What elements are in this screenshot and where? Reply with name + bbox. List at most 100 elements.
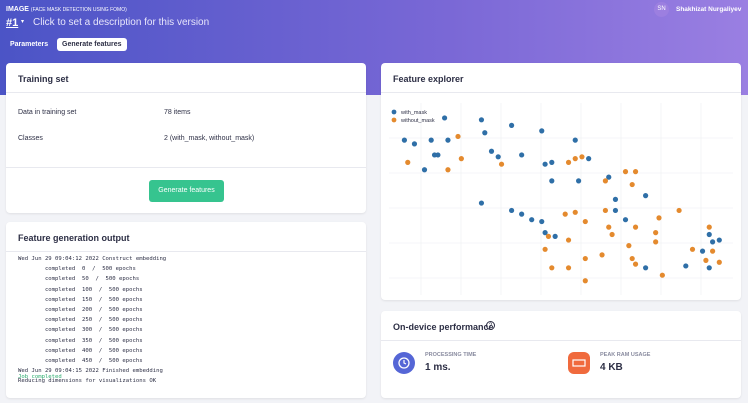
point [632,224,639,230]
row-label: Classes [18,135,43,142]
point [629,255,635,262]
separator [6,167,366,168]
training-card: Training set Data in training set 78 ite… [6,63,366,213]
point [549,178,555,184]
log-line: completed 0 / 500 epochs [18,266,136,273]
point [622,217,629,223]
row-label: Data in training set [18,109,77,116]
point [572,209,578,215]
log-line: completed 150 / 500 epochs [18,296,143,303]
log-line: completed 400 / 500 epochs [18,347,143,354]
point [653,230,659,236]
point [706,231,712,238]
grid [389,103,733,295]
point [495,154,501,160]
version[interactable]: #1 [6,17,19,29]
point [562,211,568,217]
performance-card: On-device performance ? PROCESSING TIME … [381,311,741,398]
point [478,200,485,206]
point [442,115,448,121]
output-card: Feature generation output Wed Jun 29 09:… [6,222,366,398]
point [428,137,434,143]
caret: ▾ [21,19,25,25]
legend-swatch [391,109,397,115]
log-line: completed 300 / 500 epochs [18,327,143,334]
point [498,161,505,167]
separator [381,92,741,93]
point [689,246,696,252]
point [706,224,712,230]
explorer-card: Feature explorer with_mask without_mask [381,63,741,300]
point [549,159,555,165]
point [545,233,552,239]
point [643,265,649,271]
metric-label: PROCESSING TIME [425,352,477,358]
point [576,178,582,184]
point [716,237,722,243]
legend-swatch [391,117,397,123]
log-line: completed 250 / 500 epochs [18,317,143,324]
point [435,152,441,158]
avatar[interactable]: SN [654,2,669,17]
point [445,167,451,173]
point [572,156,578,162]
log-status: Job completed [18,374,62,380]
point [572,137,578,143]
description[interactable]: Click to set a description for this vers… [33,17,210,28]
point [565,237,572,243]
point [509,207,515,214]
point [488,148,495,154]
point [542,230,548,236]
log-line: Wed Jun 29 09:04:15 2022 Finished embedd… [18,368,163,375]
point [542,246,548,252]
point [659,272,665,278]
point [411,141,418,147]
separator [6,251,366,252]
point [445,137,451,143]
log-line: completed 50 / 500 epochs [18,276,140,283]
point [653,239,659,245]
point [529,217,535,223]
point [683,263,689,269]
point [609,231,615,238]
tab-active[interactable]: Generate features [57,38,127,51]
help-icon[interactable]: ? [486,321,495,330]
separator [381,340,741,341]
project-note: (FACE MASK DETECTION USING FOMO) [30,7,127,13]
point [612,196,619,202]
point [706,265,712,271]
point [509,122,515,128]
user-name[interactable]: Shakhizat Nurgaliyev [676,6,742,13]
metric-value: 1 ms. [425,362,451,373]
point [565,159,572,165]
card-title: Feature explorer [393,74,464,84]
generate-button[interactable]: Generate features [149,180,224,202]
log-line: Wed Jun 29 09:04:12 2022 Construct embed… [18,256,167,262]
point [606,174,612,180]
point [599,252,605,258]
log: Wed Jun 29 09:04:12 2022 Construct embed… [18,254,166,387]
card-title: Training set [18,74,69,84]
point [710,239,716,245]
point [421,167,428,173]
log-line: completed 100 / 500 epochs [18,286,143,293]
point [602,207,608,214]
point [565,265,572,271]
point [676,207,682,214]
point [699,248,706,254]
metric-label: PEAK RAM USAGE [600,352,651,358]
row-value: 78 items [164,109,191,116]
scatter: with_mask without_mask [389,103,733,295]
log-line: completed 350 / 500 epochs [18,337,143,344]
point [539,128,545,134]
row-value: 2 (with_mask, without_mask) [164,135,255,142]
point [539,218,545,225]
legend-label: with_mask [400,110,427,116]
log-line: Reducing dimensions for visualizations O… [18,378,157,385]
point [582,278,588,284]
tab[interactable]: Parameters [10,41,49,48]
log-line: completed 450 / 500 epochs [18,358,143,365]
point [643,193,649,199]
point [710,248,716,254]
